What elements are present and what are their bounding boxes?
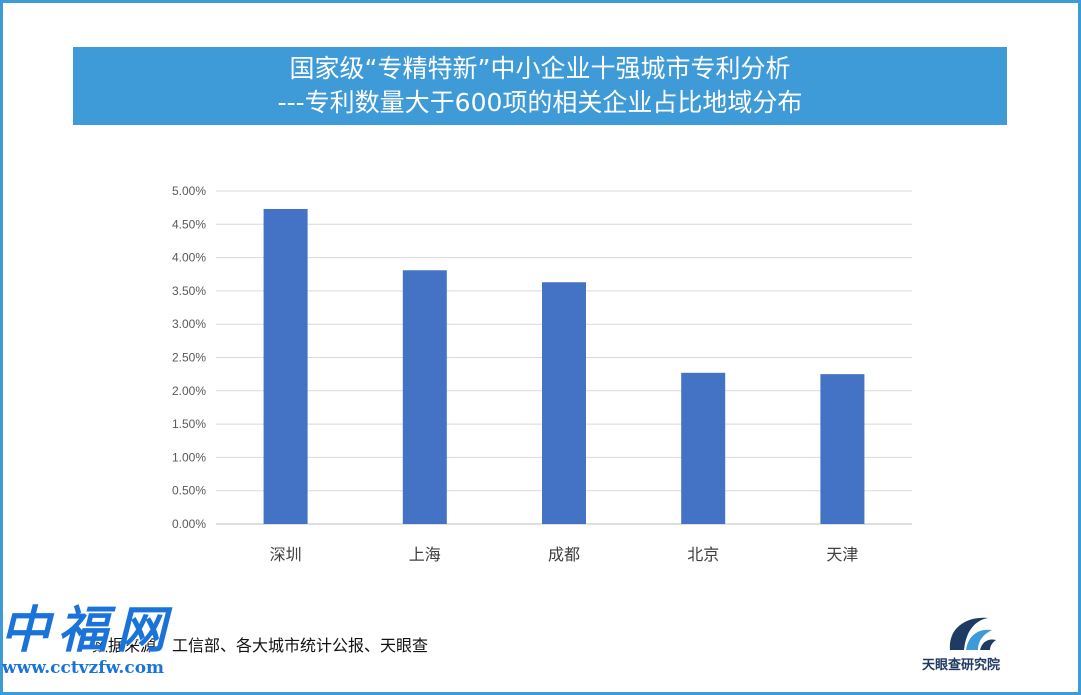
y-tick-label: 0.50% xyxy=(172,484,206,498)
bars xyxy=(263,208,865,524)
watermark: 中福网 www.cctvzfw.com xyxy=(0,598,200,688)
chart-title-line-2: ---专利数量大于600项的相关企业占比地域分布 xyxy=(277,88,803,117)
bar-4 xyxy=(681,372,726,524)
logo-text: 天眼查研究院 xyxy=(922,658,1001,673)
y-tick-label: 3.50% xyxy=(172,284,206,298)
data-source-note: 数据来源：工信部、各大城市统计公报、天眼查 xyxy=(92,636,429,655)
bar-2 xyxy=(402,270,447,524)
chart-title-line-1: 国家级“专精特新”中小企业十强城市专利分析 xyxy=(289,54,791,83)
y-tick-label: 2.50% xyxy=(172,351,206,365)
y-tick-label: 3.00% xyxy=(172,317,206,331)
title-banner: 国家级“专精特新”中小企业十强城市专利分析 ---专利数量大于600项的相关企业… xyxy=(73,47,1007,125)
y-tick-label: 2.00% xyxy=(172,384,206,398)
x-tick-label: 北京 xyxy=(687,545,719,564)
logo-mark-icon xyxy=(949,617,996,650)
watermark-logo-text: 中福网 xyxy=(0,600,174,659)
x-tick-label: 天津 xyxy=(826,545,858,564)
bar-3 xyxy=(542,282,586,524)
x-tick-label: 成都 xyxy=(548,545,580,564)
bar-5 xyxy=(820,374,865,524)
y-tick-label: 0.00% xyxy=(172,517,206,531)
y-tick-label: 4.50% xyxy=(172,217,206,231)
y-tick-label: 5.00% xyxy=(172,184,206,198)
y-tick-label: 4.00% xyxy=(172,251,206,265)
y-axis: 0.00% 0.50% 1.00% 1.50% 2.00% 2.50% 3.00% 3.50%… xyxy=(172,184,206,531)
y-tick-label: 1.00% xyxy=(172,450,206,464)
y-tick-label: 1.50% xyxy=(172,417,206,431)
x-tick-label: 上海 xyxy=(409,545,441,564)
bar-1 xyxy=(263,208,308,524)
watermark-url: www.cctvzfw.com xyxy=(2,658,165,678)
x-axis: 深圳 上海 成都 北京 天津 xyxy=(270,545,859,564)
x-tick-label: 深圳 xyxy=(270,545,302,564)
tianyancha-logo: 天眼查研究院 xyxy=(918,608,1018,678)
